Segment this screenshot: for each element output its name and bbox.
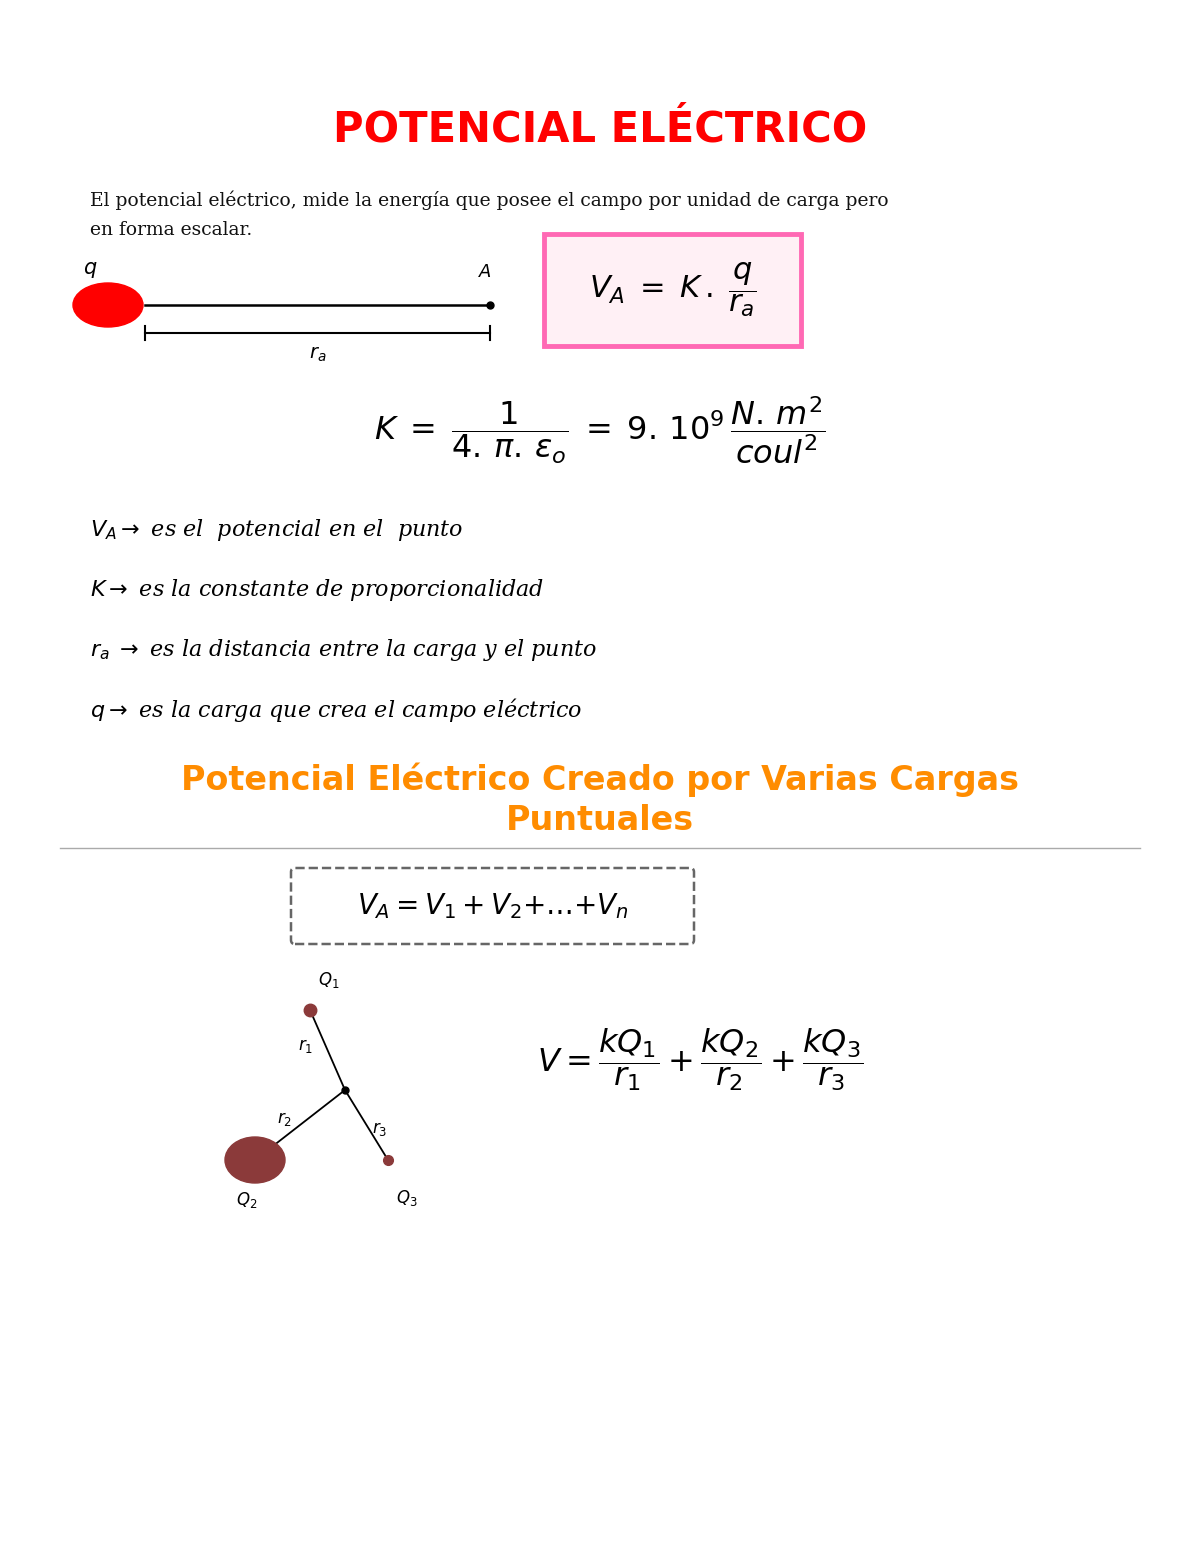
Text: $Q_3$: $Q_3$: [396, 1188, 418, 1208]
Text: $A$: $A$: [478, 262, 492, 281]
Text: $r_2$: $r_2$: [277, 1110, 292, 1127]
Text: $r_3$: $r_3$: [372, 1120, 388, 1138]
Text: $V = \dfrac{kQ_1}{r_1} + \dfrac{kQ_2}{r_2} + \dfrac{kQ_3}{r_3}$: $V = \dfrac{kQ_1}{r_1} + \dfrac{kQ_2}{r_…: [536, 1027, 863, 1093]
Text: $r_1$: $r_1$: [299, 1037, 313, 1054]
Text: $V_A \rightarrow$ es el  potencial en el  punto: $V_A \rightarrow$ es el potencial en el …: [90, 517, 463, 544]
Text: $q \rightarrow$ es la carga que crea el campo eléctrico: $q \rightarrow$ es la carga que crea el …: [90, 696, 582, 724]
Text: $Q_2$: $Q_2$: [236, 1190, 258, 1210]
Text: $K \;=\; \dfrac{1}{4.\,\pi.\,\varepsilon_o} \;=\; 9.\,10^9\,\dfrac{N.\,m^2}{coul: $K \;=\; \dfrac{1}{4.\,\pi.\,\varepsilon…: [374, 394, 826, 466]
Text: El potencial eléctrico, mide la energía que posee el campo por unidad de carga p: El potencial eléctrico, mide la energía …: [90, 191, 889, 210]
Text: $K \rightarrow$ es la constante de proporcionalidad: $K \rightarrow$ es la constante de propo…: [90, 578, 544, 603]
Text: $r_a$: $r_a$: [308, 346, 326, 363]
Text: $r_a\; \rightarrow$ es la distancia entre la carga y el punto: $r_a\; \rightarrow$ es la distancia entr…: [90, 637, 598, 663]
Text: $V_A = V_1 + V_2{+}{\ldots}{+}V_n$: $V_A = V_1 + V_2{+}{\ldots}{+}V_n$: [356, 891, 629, 921]
Text: Puntuales: Puntuales: [506, 803, 694, 837]
Text: en forma escalar.: en forma escalar.: [90, 221, 252, 239]
Text: $V_A \;=\; K\,.\; \dfrac{q}{r_a}$: $V_A \;=\; K\,.\; \dfrac{q}{r_a}$: [589, 261, 756, 320]
Text: POTENCIAL ELÉCTRICO: POTENCIAL ELÉCTRICO: [332, 109, 868, 151]
FancyBboxPatch shape: [544, 235, 802, 346]
Text: $q$: $q$: [83, 259, 97, 280]
Ellipse shape: [226, 1137, 286, 1183]
Text: Potencial Eléctrico Creado por Varias Cargas: Potencial Eléctrico Creado por Varias Ca…: [181, 763, 1019, 797]
Ellipse shape: [73, 283, 143, 328]
Text: $Q_1$: $Q_1$: [318, 971, 340, 989]
FancyBboxPatch shape: [292, 868, 694, 944]
